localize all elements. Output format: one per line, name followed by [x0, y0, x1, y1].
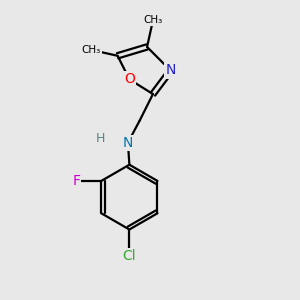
- Text: O: O: [124, 72, 135, 86]
- Text: CH₃: CH₃: [143, 15, 163, 26]
- Text: N: N: [123, 136, 133, 150]
- Text: CH₃: CH₃: [82, 45, 101, 55]
- Text: N: N: [165, 64, 176, 77]
- Text: Cl: Cl: [123, 249, 136, 263]
- Text: H: H: [95, 132, 105, 145]
- Text: F: F: [72, 174, 80, 188]
